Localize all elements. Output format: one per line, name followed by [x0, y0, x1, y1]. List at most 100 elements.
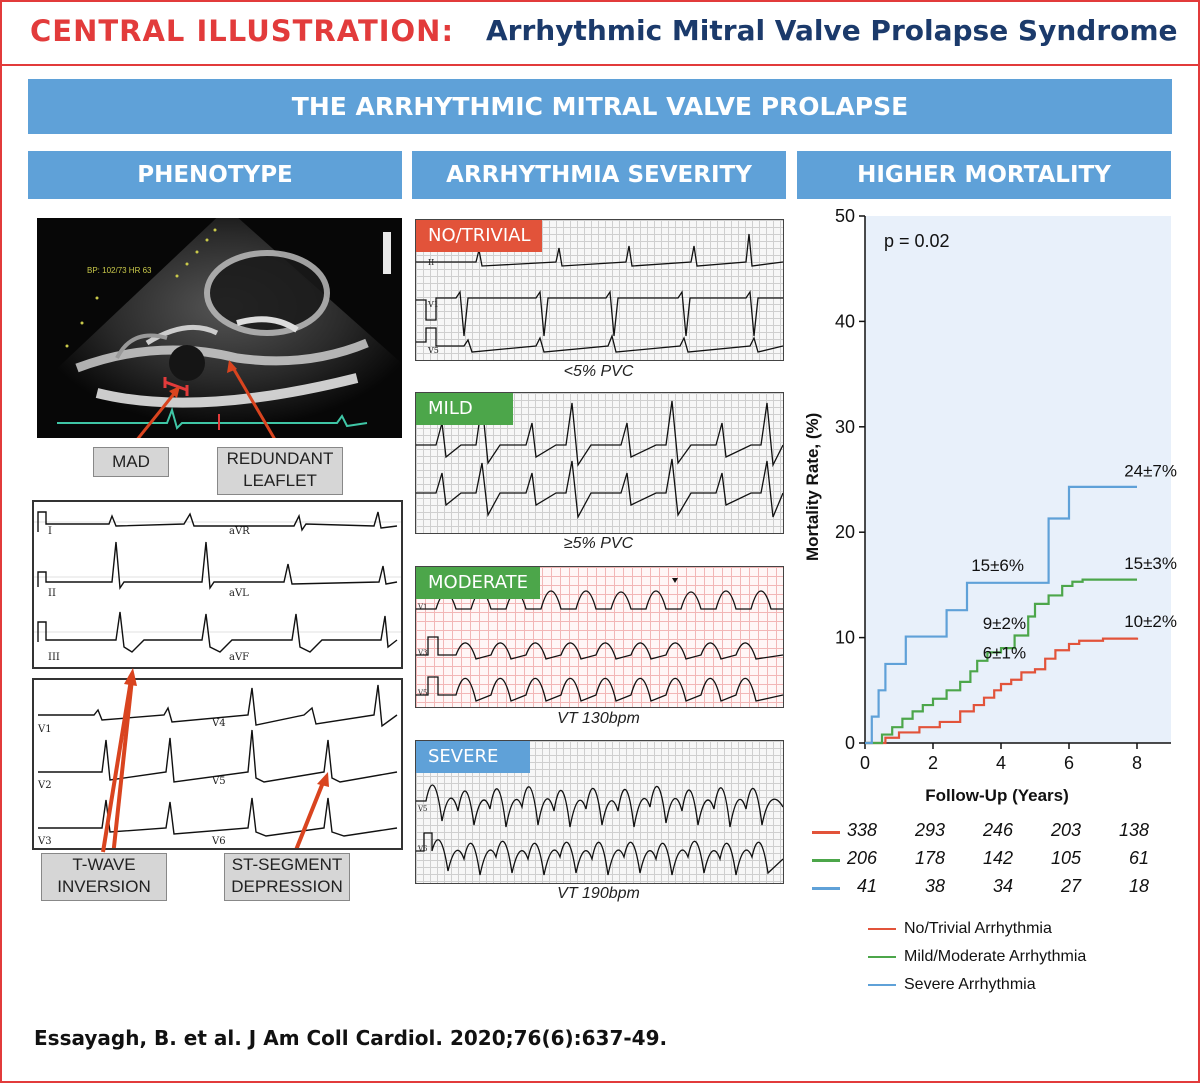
series-end-label: 10±2% — [1124, 612, 1177, 631]
trace-mild — [416, 400, 783, 520]
series-end-label: 15±3% — [1124, 554, 1177, 573]
lead-label-ii: II — [48, 588, 56, 599]
y-tick-label: 30 — [835, 417, 855, 437]
lead-label-v1: V1 — [428, 300, 439, 309]
x-tick-label: 6 — [1064, 753, 1074, 773]
callout-redundant-leaflet: REDUNDANT LEAFLET — [217, 447, 343, 495]
chart-x-axis-label: Follow-Up (Years) — [925, 786, 1069, 805]
series-end-label: 24±7% — [1124, 461, 1177, 480]
ecg-strip-no-trivial: II V1 V5 NO/TRIVIAL — [415, 219, 784, 361]
caption-moderate: VT 130bpm — [557, 710, 640, 727]
phenotype-banner: PHENOTYPE — [28, 151, 402, 199]
ecg-strip-moderate: V1 V3 V5 MODERATE — [415, 566, 784, 708]
risk-table-cell: 142 — [982, 848, 1013, 868]
lead-label-i: I — [48, 526, 52, 537]
severity-tag-moderate: MODERATE — [416, 567, 540, 599]
lead-label-avl: aVL — [229, 588, 249, 599]
mortality-banner: HIGHER MORTALITY — [797, 151, 1171, 199]
ecg-strip-mild: MILD — [415, 392, 784, 534]
chart-p-value: p = 0.02 — [884, 231, 950, 251]
x-tick-label: 2 — [928, 753, 938, 773]
lead-label-v5: V5 — [418, 805, 428, 813]
header-title: Arrhythmic Mitral Valve Prolapse Syndrom… — [486, 14, 1178, 47]
legend-label: Mild/Moderate Arrhythmia — [904, 948, 1087, 965]
x-tick-label: 0 — [860, 753, 870, 773]
risk-table-cell: 203 — [1050, 820, 1081, 840]
header: CENTRAL ILLUSTRATION: Arrhythmic Mitral … — [2, 2, 1198, 64]
y-tick-label: 50 — [835, 206, 855, 226]
risk-table-cell: 34 — [992, 876, 1013, 896]
risk-table-cell: 18 — [1128, 876, 1149, 896]
legend-item-no-trivial: No/Trivial Arrhythmia — [868, 920, 1052, 938]
ecg-limb-leads: I aVR II aVL III aVF — [32, 500, 403, 669]
lead-label-v2: V2 — [38, 780, 52, 791]
severity-tag-severe: SEVERE — [416, 741, 531, 773]
risk-table-cell: 138 — [1118, 820, 1149, 840]
caption-mild: ≥5% PVC — [563, 535, 634, 552]
lead-label-v3: V3 — [418, 649, 428, 657]
series-mid-label: 9±2% — [983, 614, 1026, 633]
legend-item-severe: Severe Arrhythmia — [868, 976, 1036, 994]
legend-swatch — [868, 927, 896, 930]
severity-tag-no-trivial: NO/TRIVIAL — [416, 220, 543, 252]
severity-tag-mild: MILD — [416, 393, 513, 425]
echo-overlay-text: BP: 102/73 HR 63 — [87, 266, 152, 275]
callout-t-wave-inversion: T-WAVE INVERSION — [41, 853, 167, 901]
legend-swatch — [868, 955, 896, 958]
echocardiogram-image: BP: 102/73 HR 63 — [37, 218, 402, 438]
y-tick-label: 40 — [835, 311, 855, 331]
legend-swatch — [868, 983, 896, 986]
main-banner: THE ARRHYTHMIC MITRAL VALVE PROLAPSE — [28, 79, 1172, 134]
y-tick-label: 10 — [835, 628, 855, 648]
risk-table-cell: 61 — [1128, 848, 1149, 868]
chart-plot-area — [865, 216, 1171, 743]
y-tick-label: 0 — [845, 733, 855, 753]
legend-label: Severe Arrhythmia — [904, 976, 1036, 993]
legend-item-mild-moderate: Mild/Moderate Arrhythmia — [868, 948, 1086, 966]
callout-mad: MAD — [93, 447, 169, 477]
risk-table-cell: 293 — [914, 820, 945, 840]
callout-st-segment-depression: ST-SEGMENT DEPRESSION — [224, 853, 350, 901]
series-line-0 — [865, 637, 1139, 745]
risk-table-cell: 206 — [846, 848, 877, 868]
severity-banner: ARRHYTHMIA SEVERITY — [412, 151, 786, 199]
chart-y-axis-label: Mortality Rate, (%) — [803, 412, 822, 561]
caption-severe: VT 190bpm — [557, 885, 640, 902]
x-tick-label: 8 — [1132, 753, 1142, 773]
lead-label-avf: aVF — [229, 652, 250, 663]
risk-table-cell: 178 — [914, 848, 945, 868]
series-line-2 — [865, 485, 1137, 745]
citation: Essayagh, B. et al. J Am Coll Cardiol. 2… — [34, 1026, 668, 1050]
header-label: CENTRAL ILLUSTRATION: — [30, 14, 455, 48]
echo-drawing: BP: 102/73 HR 63 — [47, 218, 402, 438]
limb-lead-traces — [34, 511, 401, 653]
ecg-strip-severe: V5 V6 SEVERE — [415, 740, 784, 884]
lead-label-ii: II — [428, 258, 435, 267]
lead-label-v1: V1 — [418, 603, 428, 611]
lead-label-v4: V4 — [212, 718, 226, 729]
lead-label-v6: V6 — [418, 845, 428, 853]
lead-label-v5: V5 — [212, 776, 226, 787]
risk-table-cell: 105 — [1050, 848, 1081, 868]
risk-table-cell: 338 — [846, 820, 877, 840]
risk-row-swatch — [812, 859, 840, 862]
legend-label: No/Trivial Arrhythmia — [904, 920, 1052, 937]
risk-table-cell: 41 — [856, 876, 877, 896]
risk-table-cell: 27 — [1060, 876, 1081, 896]
ecg-chest-leads: V1 V4 V2 V5 V3 V6 — [32, 678, 403, 850]
lead-label-v1: V1 — [38, 724, 52, 735]
lead-label-v5: V5 — [418, 689, 428, 697]
header-divider — [2, 64, 1198, 66]
lead-label-v5: V5 — [428, 346, 439, 355]
lead-label-avr: aVR — [229, 526, 250, 537]
trace-no-trivial — [416, 233, 783, 353]
lead-label-v6: V6 — [212, 836, 226, 847]
lead-label-iii: III — [48, 652, 60, 663]
caption-no-trivial: <5% PVC — [563, 363, 634, 380]
risk-row-swatch — [812, 887, 840, 890]
series-mid-label: 6±1% — [983, 644, 1026, 663]
x-tick-label: 4 — [996, 753, 1006, 773]
